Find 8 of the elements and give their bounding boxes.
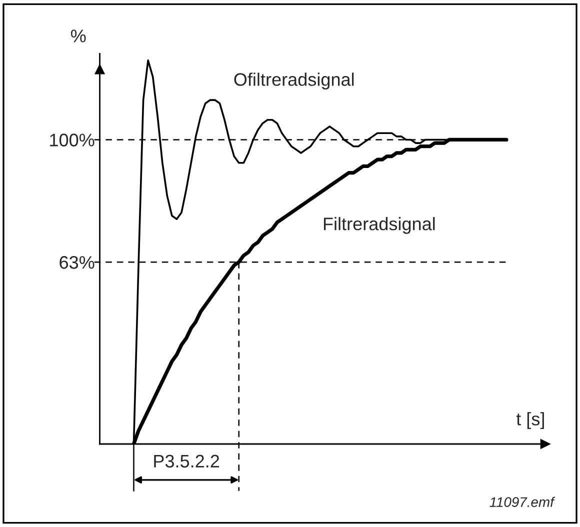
y-tick-label: 63% bbox=[60, 256, 94, 269]
text: P3.5.2.2 bbox=[154, 454, 220, 468]
y-tick-label: 100% bbox=[50, 134, 94, 146]
x-axis-title: t [s] bbox=[516, 412, 544, 429]
text: 11097.emf bbox=[490, 496, 556, 508]
series-label: Filtreradsignal bbox=[324, 217, 435, 234]
y-axis-title: % bbox=[70, 30, 86, 42]
series-label: Ofiltreradsignal bbox=[234, 72, 354, 90]
